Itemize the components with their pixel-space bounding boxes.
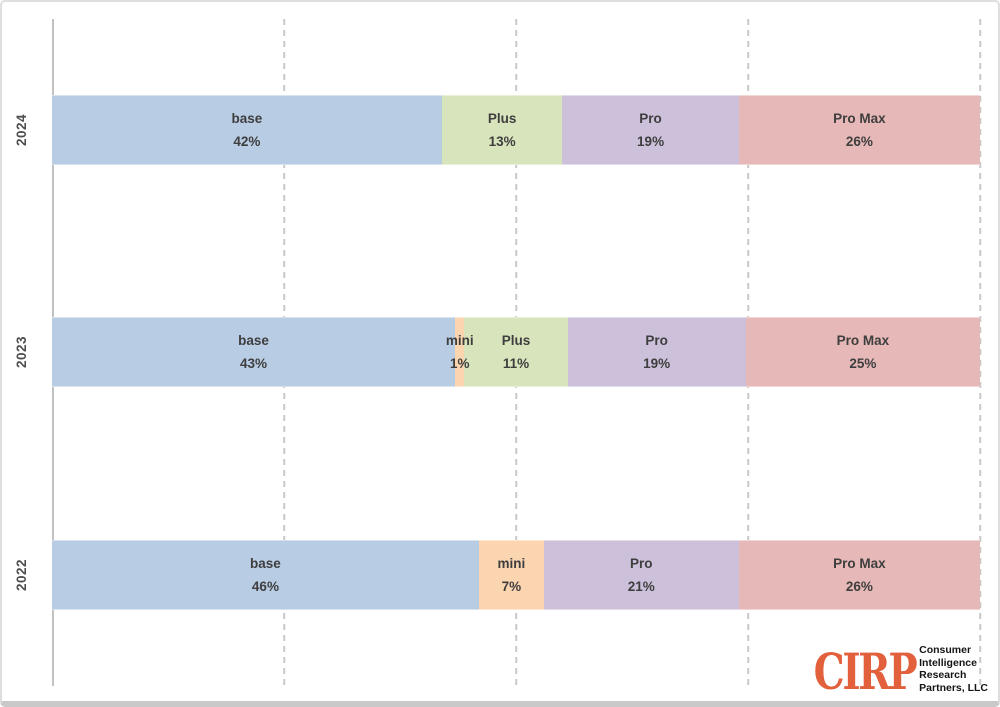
- y-axis-category-label: 2024: [14, 114, 29, 147]
- bar-segment-pro-max: Pro Max 26%: [738, 95, 980, 166]
- bar-segment-base: base 42%: [52, 95, 442, 166]
- segment-label: mini: [497, 555, 526, 571]
- segment-value: 42%: [233, 134, 261, 150]
- gridline-100pct: [979, 19, 981, 686]
- bar-segment-pro: Pro 21%: [543, 539, 739, 610]
- segment-value: 19%: [637, 134, 665, 150]
- segment-label: Plus: [501, 333, 531, 349]
- category-band-2022: 2022 base 46% mini 7% Pro 21% Pro Max 26%: [14, 464, 980, 686]
- bar-segment-mini: mini 1%: [446, 317, 474, 388]
- segment-label: Pro: [639, 111, 662, 127]
- cirp-logo: CIRP Consumer Intelligence Research Part…: [785, 642, 988, 701]
- segment-label: Pro Max: [836, 333, 890, 349]
- segment-value: 25%: [849, 356, 877, 372]
- cirp-logo-org-name: Consumer Intelligence Research Partners,…: [919, 644, 988, 695]
- segment-label: Pro Max: [833, 555, 886, 571]
- y-axis-category-label: 2023: [14, 336, 29, 369]
- segment-label: Pro: [630, 555, 653, 571]
- segment-label: Pro Max: [833, 111, 886, 127]
- y-axis-category-label: 2022: [14, 558, 29, 591]
- bar-segment-pro-max: Pro Max 25%: [745, 317, 980, 388]
- bar-segment-mini: mini 7%: [478, 539, 544, 610]
- segment-value: 7%: [501, 578, 522, 594]
- segment-label: Plus: [487, 111, 517, 127]
- segment-label: base: [250, 555, 281, 571]
- stacked-bar-2023: base 43% mini 1% Plus 11% Pro 19% Pro Max 25%: [52, 317, 980, 388]
- cirp-logo-acronym: CIRP: [813, 642, 917, 701]
- bar-segment-pro-max: Pro Max 26%: [738, 539, 980, 610]
- bar-segment-pro: Pro 19%: [567, 317, 746, 388]
- segment-value: 1%: [450, 356, 470, 372]
- bar-segment-pro: Pro 19%: [562, 95, 739, 166]
- plot-area: 2024 base 42% Plus 13% Pro 19% Pro Max 26% 2023 ba…: [14, 19, 981, 686]
- bar-segment-base: base 46%: [52, 539, 479, 610]
- stacked-bar-2024: base 42% Plus 13% Pro 19% Pro Max 26%: [52, 95, 980, 166]
- logo-line: Research: [919, 669, 967, 682]
- segment-value: 43%: [240, 356, 268, 372]
- bar-segment-plus: Plus 13%: [441, 95, 563, 166]
- segment-value: 46%: [251, 578, 279, 594]
- category-band-2023: 2023 base 43% mini 1% Plus 11% Pro 19% Pro Max 25%: [14, 241, 980, 463]
- logo-line: Consumer: [919, 643, 972, 656]
- category-band-2024: 2024 base 42% Plus 13% Pro 19% Pro Max 26%: [14, 19, 980, 241]
- segment-value: 26%: [845, 578, 873, 594]
- segment-label: base: [231, 111, 263, 127]
- bar-segment-base: base 43%: [52, 317, 456, 388]
- segment-value: 26%: [845, 134, 873, 150]
- stacked-bar-2022: base 46% mini 7% Pro 21% Pro Max 26%: [52, 539, 980, 610]
- bar-rows: 2024 base 42% Plus 13% Pro 19% Pro Max 26% 2023 ba…: [14, 19, 980, 686]
- segment-value: 11%: [502, 356, 530, 372]
- bar-segment-plus: Plus 11%: [464, 317, 568, 388]
- segment-value: 13%: [488, 134, 516, 150]
- logo-line: Partners, LLC: [919, 682, 988, 695]
- segment-label: base: [238, 333, 269, 349]
- logo-line: Intelligence: [919, 656, 977, 669]
- segment-value: 19%: [643, 356, 671, 372]
- segment-label: Pro: [645, 333, 668, 349]
- segment-value: 21%: [627, 578, 655, 594]
- segment-label: mini: [445, 333, 474, 349]
